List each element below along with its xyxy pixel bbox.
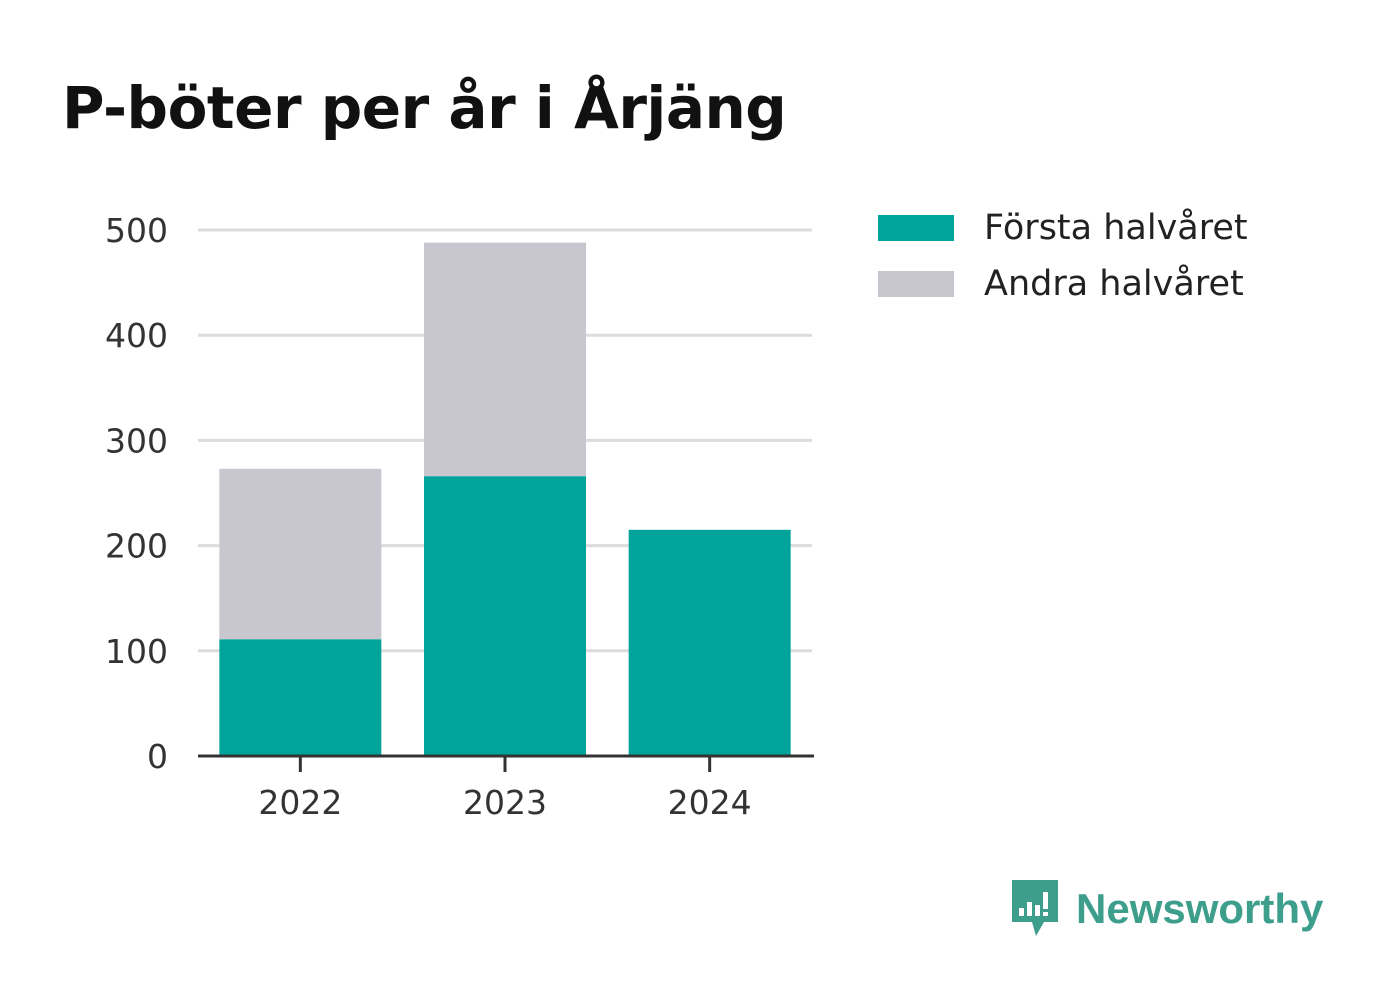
x-tick-label-2022: 2022: [258, 783, 342, 822]
bar-2024-series-1: [628, 529, 791, 756]
legend-swatch-second-half: [878, 271, 954, 297]
bars: [219, 242, 791, 756]
bar-2023-series-1: [424, 476, 586, 756]
y-tick-label-0: 0: [147, 737, 168, 776]
x-tick-label-2024: 2024: [668, 783, 752, 822]
brand-name: Newsworthy: [1076, 885, 1324, 932]
x-axis: [198, 754, 814, 772]
x-tick-labels: 2022 2023 2024: [258, 783, 751, 822]
legend-item-first-half: Första halvåret: [878, 200, 1248, 256]
y-tick-labels: 0 100 200 300 400 500: [105, 211, 168, 776]
y-tick-label-300: 300: [105, 421, 168, 460]
legend-item-second-half: Andra halvåret: [878, 256, 1248, 312]
legend: Första halvåret Andra halvåret: [878, 200, 1248, 312]
x-tick-label-2023: 2023: [463, 783, 547, 822]
y-tick-label-100: 100: [105, 632, 168, 671]
y-tick-label-200: 200: [105, 527, 168, 566]
y-tick-label-500: 500: [105, 211, 168, 250]
brand-logo: Newsworthy: [1010, 878, 1323, 940]
newsworthy-logo-icon: [1012, 880, 1058, 936]
bar-2022-series-1: [219, 639, 382, 756]
y-tick-label-400: 400: [105, 316, 168, 355]
legend-label-first-half: Första halvåret: [984, 208, 1248, 248]
legend-swatch-first-half: [878, 215, 954, 241]
chart-title: P-böter per år i Årjäng: [62, 74, 787, 142]
bar-2022-series-2: [219, 468, 382, 640]
bar-2023-series-2: [424, 242, 586, 477]
legend-label-second-half: Andra halvåret: [984, 264, 1244, 304]
